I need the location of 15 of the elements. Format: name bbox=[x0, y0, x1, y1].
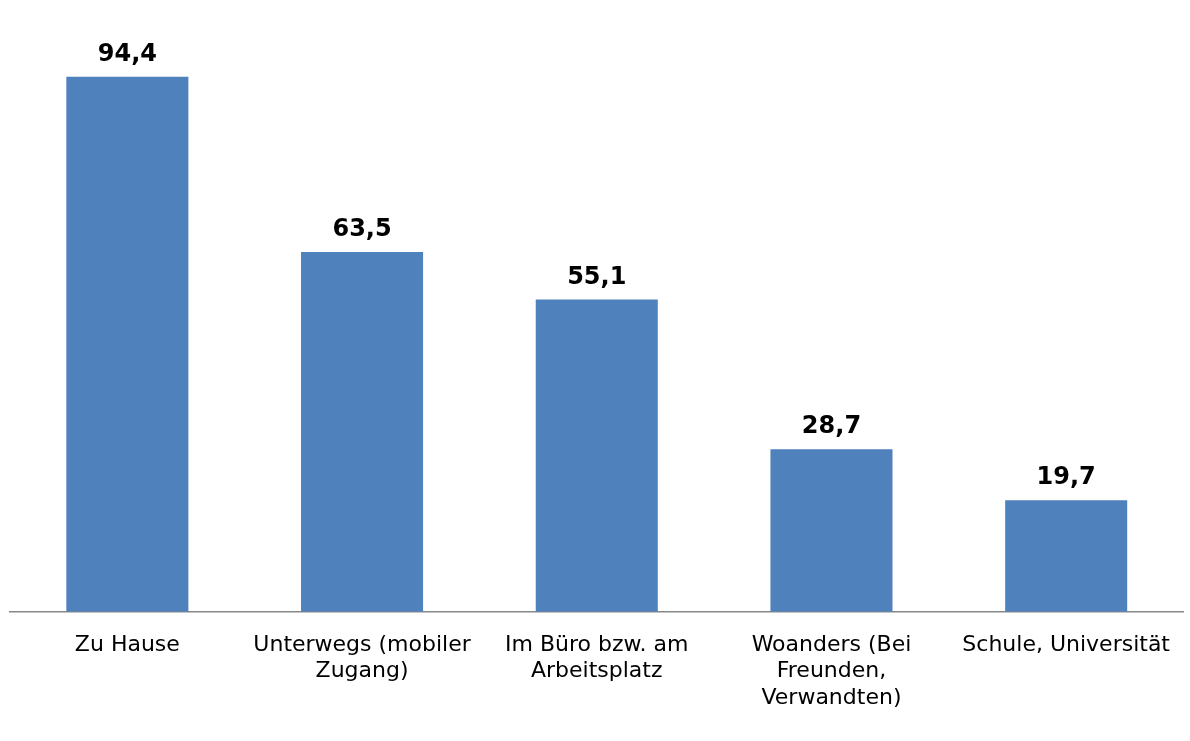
x-tick-label: Unterwegs (mobiler Zugang) bbox=[253, 630, 472, 683]
data-label: 19,7 bbox=[1036, 462, 1096, 491]
x-tick-label: Im Büro bzw. am Arbeitsplatz bbox=[505, 630, 689, 683]
data-label: 94,4 bbox=[97, 38, 157, 67]
x-tick-label: Woanders (Bei Freunden, Verwandten) bbox=[751, 630, 912, 709]
bar bbox=[301, 251, 424, 612]
bar bbox=[770, 449, 893, 612]
data-label: 55,1 bbox=[567, 261, 627, 290]
bar bbox=[535, 299, 658, 612]
data-label: 63,5 bbox=[332, 214, 392, 243]
bar bbox=[1005, 500, 1128, 612]
bar bbox=[66, 76, 189, 612]
data-label: 28,7 bbox=[801, 411, 862, 440]
x-tick-label: Zu Hause bbox=[74, 630, 180, 656]
x-tick-label: Schule, Universität bbox=[962, 630, 1171, 656]
